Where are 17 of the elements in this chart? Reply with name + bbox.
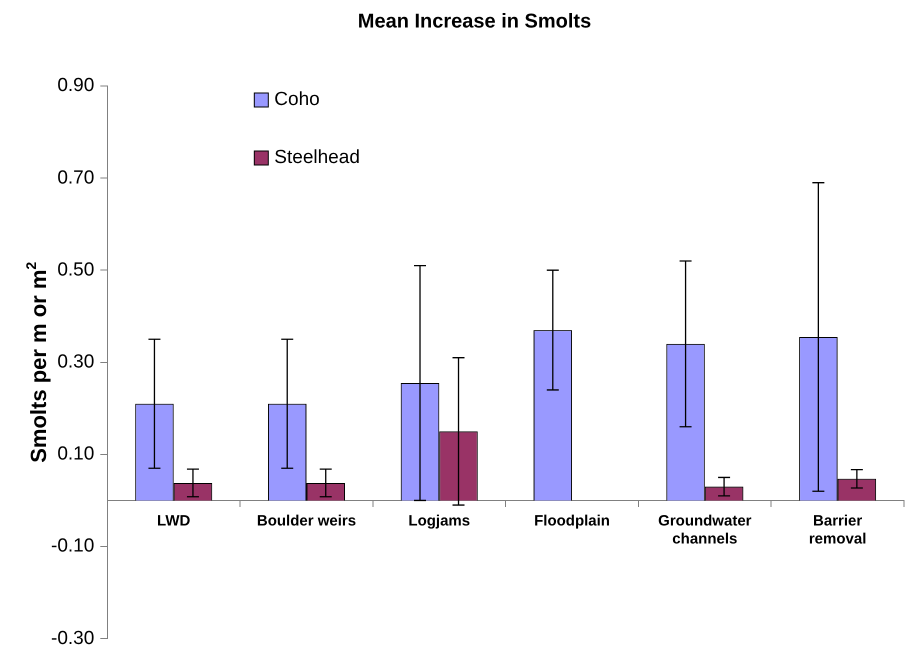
- x-tick-label: Barrier removal: [808, 512, 866, 548]
- y-tick-label: 0.30: [57, 352, 94, 373]
- legend-label: Coho: [274, 89, 320, 110]
- x-tick-label: Boulder weirs: [256, 512, 356, 530]
- y-tick-label: 0.70: [57, 167, 94, 188]
- x-tick-label: Floodplain: [534, 512, 610, 530]
- y-tick-label: -0.30: [50, 628, 94, 649]
- y-tick-label: -0.10: [50, 536, 94, 557]
- y-tick-label: 0.10: [57, 444, 94, 465]
- y-tick-label: 0.50: [57, 259, 94, 280]
- x-tick-label: Logjams: [408, 512, 470, 530]
- y-tick-label: 0.90: [57, 75, 94, 96]
- x-tick-label: LWD: [157, 512, 191, 530]
- legend-label: Steelhead: [274, 147, 360, 168]
- chart-title: Mean Increase in Smolts: [358, 10, 592, 33]
- y-axis-title: Smolts per m or m2: [22, 262, 52, 463]
- x-tick-label: Groundwater channels: [658, 512, 752, 548]
